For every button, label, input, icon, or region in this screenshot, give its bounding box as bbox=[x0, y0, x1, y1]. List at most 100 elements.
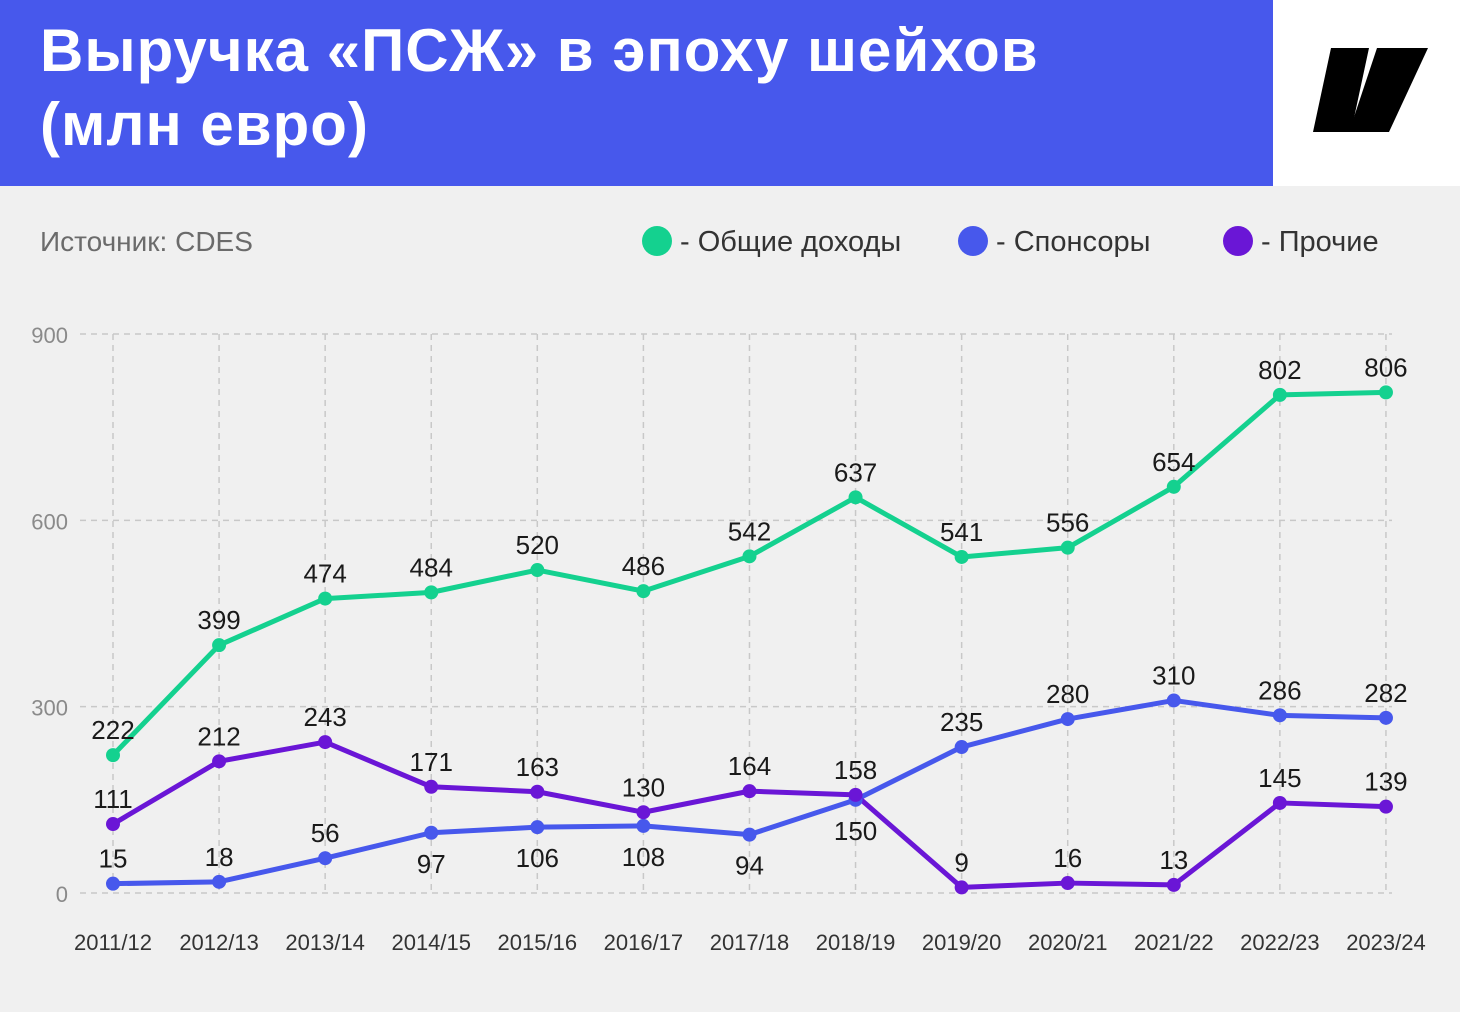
x-tick-label: 2016/17 bbox=[604, 930, 684, 955]
data-point-sponsors bbox=[1166, 693, 1181, 708]
data-point-total bbox=[742, 549, 757, 564]
data-point-sponsors bbox=[1060, 712, 1075, 727]
data-label-other: 13 bbox=[1159, 845, 1188, 875]
legend-item-sponsors: - Спонсоры bbox=[958, 226, 1150, 266]
data-label-sponsors: 310 bbox=[1152, 660, 1195, 690]
data-point-other bbox=[1378, 799, 1393, 814]
x-tick-label: 2020/21 bbox=[1028, 930, 1108, 955]
data-label-other: 111 bbox=[93, 784, 133, 814]
legend-dot-other bbox=[1223, 226, 1253, 256]
data-label-total: 637 bbox=[834, 457, 877, 487]
x-tick-label: 2015/16 bbox=[498, 930, 578, 955]
data-label-other: 139 bbox=[1364, 767, 1407, 797]
page-title: Выручка «ПСЖ» в эпоху шейхов (млн евро) bbox=[40, 14, 1240, 162]
data-label-other: 145 bbox=[1258, 763, 1301, 793]
x-tick-label: 2017/18 bbox=[710, 930, 790, 955]
data-point-sponsors bbox=[1378, 710, 1393, 725]
data-label-sponsors: 280 bbox=[1046, 679, 1089, 709]
source-note: Источник: CDES bbox=[40, 226, 253, 257]
legend-label-total: - Общие доходы bbox=[680, 226, 902, 258]
data-label-total: 399 bbox=[197, 605, 240, 635]
data-label-other: 158 bbox=[834, 755, 877, 785]
data-point-total bbox=[1378, 385, 1393, 400]
data-label-sponsors: 15 bbox=[99, 844, 128, 874]
data-label-sponsors: 56 bbox=[311, 818, 340, 848]
data-point-other bbox=[106, 817, 120, 832]
data-point-other bbox=[1166, 877, 1181, 892]
data-label-total: 654 bbox=[1152, 447, 1195, 477]
data-point-total bbox=[424, 585, 439, 600]
x-tick-label: 2023/24 bbox=[1346, 930, 1426, 955]
data-label-sponsors: 106 bbox=[516, 843, 559, 873]
data-label-sponsors: 235 bbox=[940, 707, 983, 737]
data-label-sponsors: 18 bbox=[205, 842, 234, 872]
logo-box bbox=[1273, 0, 1460, 186]
data-label-other: 212 bbox=[197, 721, 240, 751]
brand-logo-icon bbox=[1313, 48, 1428, 132]
data-point-other bbox=[318, 735, 333, 750]
data-label-sponsors: 150 bbox=[834, 816, 877, 846]
data-point-other bbox=[636, 805, 651, 820]
x-tick-label: 2014/15 bbox=[391, 930, 471, 955]
data-point-total bbox=[318, 591, 333, 606]
x-tick-label: 2011/12 bbox=[74, 930, 152, 955]
data-label-total: 556 bbox=[1046, 508, 1089, 538]
data-label-total: 474 bbox=[303, 559, 346, 589]
data-label-sponsors: 94 bbox=[735, 851, 764, 881]
data-label-other: 16 bbox=[1053, 843, 1082, 873]
data-label-total: 520 bbox=[516, 530, 559, 560]
data-label-other: 130 bbox=[622, 772, 665, 802]
y-tick-label: 600 bbox=[31, 509, 68, 534]
legend-item-total: - Общие доходы bbox=[642, 226, 901, 266]
data-point-other bbox=[848, 787, 863, 802]
y-tick-label: 900 bbox=[31, 323, 68, 348]
y-tick-label: 0 bbox=[56, 882, 68, 907]
x-tick-label: 2021/22 bbox=[1134, 930, 1214, 955]
data-point-sponsors bbox=[1272, 708, 1287, 723]
data-label-other: 9 bbox=[954, 847, 968, 877]
data-point-total bbox=[106, 748, 120, 763]
data-label-total: 484 bbox=[410, 552, 453, 582]
data-point-total bbox=[530, 563, 545, 578]
x-tick-label: 2019/20 bbox=[922, 930, 1002, 955]
x-tick-label: 2012/13 bbox=[179, 930, 259, 955]
data-label-total: 222 bbox=[91, 715, 134, 745]
data-label-sponsors: 108 bbox=[622, 842, 665, 872]
data-point-sponsors bbox=[424, 825, 439, 840]
x-tick-label: 2022/23 bbox=[1240, 930, 1320, 955]
data-label-sponsors: 286 bbox=[1258, 675, 1301, 705]
title-line-1: Выручка «ПСЖ» в эпоху шейхов bbox=[40, 17, 1039, 84]
data-point-other bbox=[742, 784, 757, 799]
x-tick-label: 2013/14 bbox=[285, 930, 365, 955]
header-banner: Выручка «ПСЖ» в эпоху шейхов (млн евро) bbox=[0, 0, 1273, 186]
data-point-other bbox=[1060, 876, 1075, 891]
legend-label-other: - Прочие bbox=[1261, 226, 1379, 258]
data-label-total: 542 bbox=[728, 516, 771, 546]
data-point-total bbox=[848, 490, 863, 505]
data-point-other bbox=[212, 754, 227, 769]
legend-item-other: - Прочие bbox=[1223, 226, 1379, 266]
data-label-other: 171 bbox=[410, 747, 453, 777]
legend-dot-total bbox=[642, 226, 672, 256]
data-label-sponsors: 97 bbox=[417, 849, 446, 879]
data-point-total bbox=[1060, 540, 1075, 555]
title-line-2: (млн евро) bbox=[40, 91, 369, 158]
data-label-total: 802 bbox=[1258, 355, 1301, 385]
data-point-sponsors bbox=[318, 851, 333, 866]
data-point-sponsors bbox=[212, 874, 227, 889]
x-tick-label: 2018/19 bbox=[816, 930, 896, 955]
data-point-total bbox=[954, 549, 969, 564]
data-point-sponsors bbox=[742, 827, 757, 842]
data-label-other: 163 bbox=[516, 752, 559, 782]
data-point-sponsors bbox=[106, 876, 120, 891]
data-point-sponsors bbox=[530, 820, 545, 835]
data-point-other bbox=[1272, 795, 1287, 810]
data-label-total: 486 bbox=[622, 551, 665, 581]
data-point-other bbox=[424, 779, 439, 794]
legend-label-sponsors: - Спонсоры bbox=[996, 226, 1151, 258]
data-point-other bbox=[530, 784, 545, 799]
data-label-other: 243 bbox=[303, 702, 346, 732]
data-label-sponsors: 282 bbox=[1364, 678, 1407, 708]
legend-dot-sponsors bbox=[958, 226, 988, 256]
